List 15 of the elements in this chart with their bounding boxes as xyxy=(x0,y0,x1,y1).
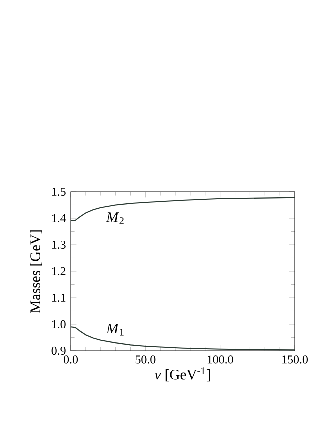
y-tick-label: 1.2 xyxy=(52,267,66,276)
x-tick-label: 100.0 xyxy=(208,356,234,364)
y-axis-title: Masses [GeV] xyxy=(30,230,42,314)
x-tick-label: 150.0 xyxy=(282,356,308,364)
x-axis-title: v [GeV$^{-1}$] xyxy=(154,368,210,382)
series-label: M$_{1}$ xyxy=(106,324,124,336)
y-tick-label: 1.1 xyxy=(52,294,66,302)
y-tick-label: 1.0 xyxy=(52,320,66,329)
y-tick-label: 1.3 xyxy=(52,240,66,250)
y-tick-label: 1.5 xyxy=(52,188,66,196)
x-tick-label: 50.0 xyxy=(136,356,156,364)
series-label: M$_{2}$ xyxy=(106,212,124,224)
x-tick-label: 0.0 xyxy=(64,356,78,364)
y-tick-label: 1.4 xyxy=(52,214,66,223)
y-tick-label: 0.9 xyxy=(52,346,66,356)
